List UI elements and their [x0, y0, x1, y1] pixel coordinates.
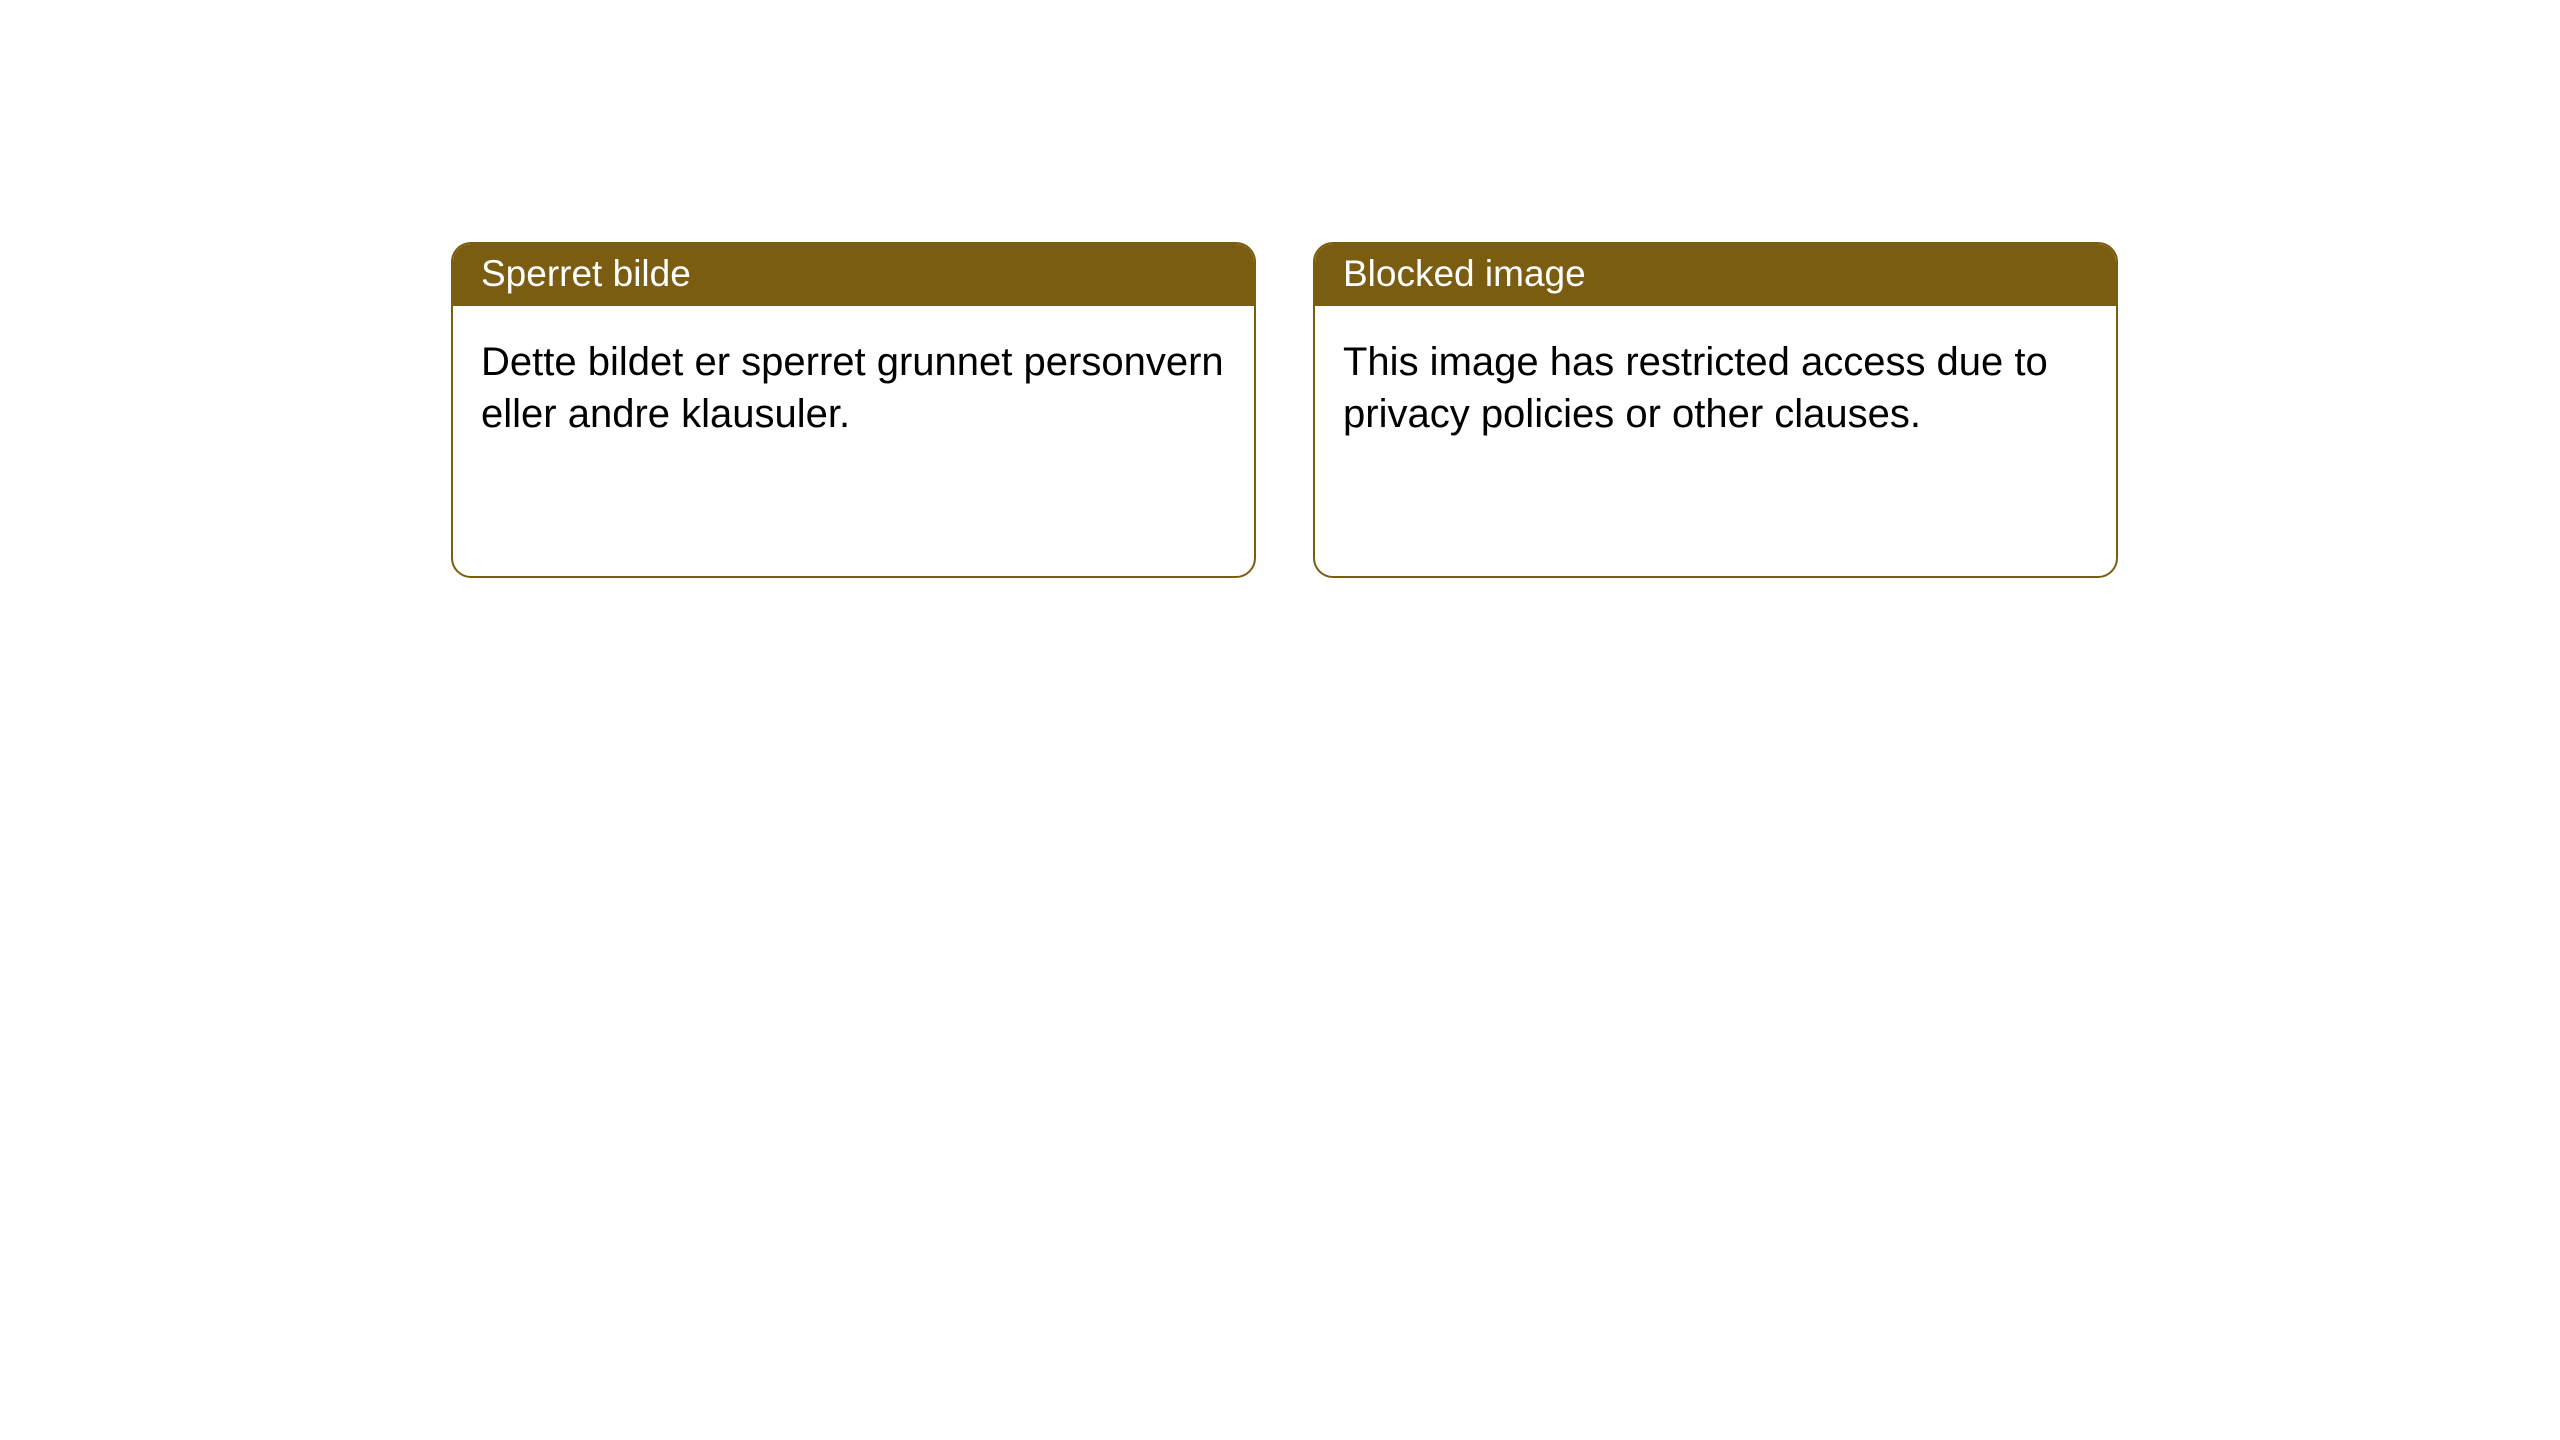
- blocked-image-card-en: Blocked image This image has restricted …: [1313, 242, 2118, 578]
- cards-row: Sperret bilde Dette bildet er sperret gr…: [451, 242, 2118, 578]
- card-body: This image has restricted access due to …: [1315, 306, 2116, 576]
- blocked-image-card-no: Sperret bilde Dette bildet er sperret gr…: [451, 242, 1256, 578]
- card-header: Sperret bilde: [453, 244, 1254, 306]
- page-container: Sperret bilde Dette bildet er sperret gr…: [0, 0, 2560, 1440]
- card-body: Dette bildet er sperret grunnet personve…: [453, 306, 1254, 576]
- card-header: Blocked image: [1315, 244, 2116, 306]
